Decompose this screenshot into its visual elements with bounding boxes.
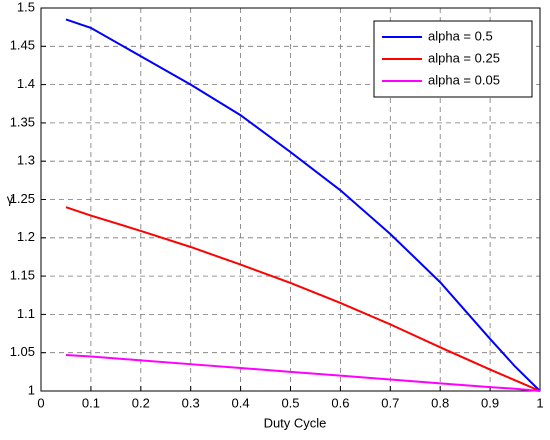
x-tick-label: 0 bbox=[37, 395, 44, 410]
series-line bbox=[65, 353, 541, 392]
y-tick-label: 1.3 bbox=[17, 153, 35, 168]
x-axis-label: Duty Cycle bbox=[264, 415, 327, 430]
x-tick-label: 0.8 bbox=[431, 395, 449, 410]
x-tick-label: 0.7 bbox=[381, 395, 399, 410]
x-tick-label: 0.3 bbox=[182, 395, 200, 410]
x-tick-label: 1 bbox=[536, 395, 543, 410]
plot-frame bbox=[40, 7, 541, 392]
y-tick-label: 1.1 bbox=[17, 306, 35, 321]
y-tick-label: 1.2 bbox=[17, 229, 35, 244]
y-tick-label: 1.45 bbox=[10, 38, 35, 53]
y-tick-label: 1 bbox=[28, 382, 35, 397]
x-tick-label: 0.1 bbox=[82, 395, 100, 410]
y-tick-label: 1.05 bbox=[10, 344, 35, 359]
y-tick-label: 1.15 bbox=[10, 268, 35, 283]
legend-label: alpha = 0.05 bbox=[428, 72, 500, 87]
legend-label: alpha = 0.5 bbox=[428, 28, 493, 43]
y-tick-label: 1.4 bbox=[17, 76, 35, 91]
y-tick-label: 1.5 bbox=[17, 0, 35, 14]
y-axis-label: γ bbox=[7, 191, 14, 206]
x-tick-label: 0.2 bbox=[132, 395, 150, 410]
y-tick-label: 1.25 bbox=[10, 191, 35, 206]
series-line bbox=[65, 206, 541, 392]
x-tick-label: 0.6 bbox=[331, 395, 349, 410]
x-tick-label: 0.9 bbox=[481, 395, 499, 410]
y-tick-label: 1.35 bbox=[10, 114, 35, 129]
series-line bbox=[65, 18, 541, 392]
x-tick-label: 0.5 bbox=[281, 395, 299, 410]
legend-label: alpha = 0.25 bbox=[428, 50, 500, 65]
x-tick-label: 0.4 bbox=[232, 395, 250, 410]
